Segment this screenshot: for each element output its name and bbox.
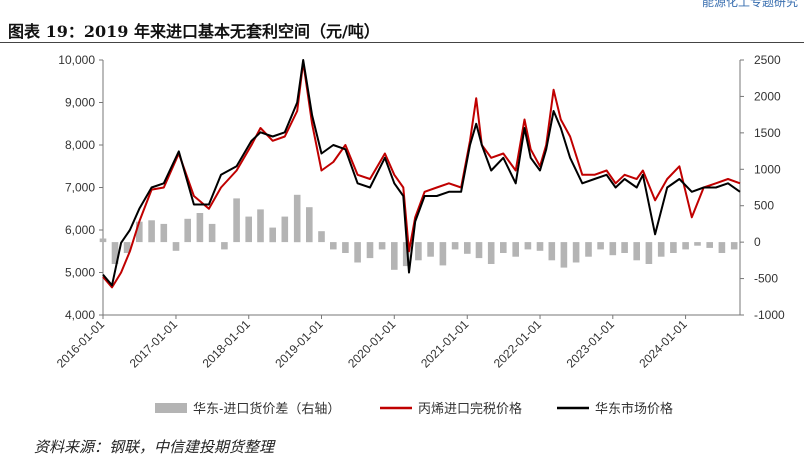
chart-title: 图表 19：2019 年来进口基本无套利空间（元/吨） — [8, 22, 380, 41]
spread-bar — [233, 198, 240, 243]
spread-bar — [196, 213, 204, 243]
x-tick-label: 2023-01-01 — [564, 317, 618, 371]
right-tick-label: -1000 — [754, 308, 785, 322]
left-axis: 4,000 5,000 6,000 7,000 8,000 9,000 10,000 — [58, 53, 103, 322]
title-rule — [0, 42, 804, 43]
spread-bar — [257, 209, 264, 243]
spread-bar — [123, 242, 131, 253]
spread-bar — [281, 216, 289, 243]
header-tag: 能源化工专题研究 — [701, 0, 798, 9]
spread-bar — [548, 242, 556, 261]
spread-bar — [718, 242, 726, 253]
spread-bar — [208, 223, 216, 243]
spread-bar — [621, 242, 628, 253]
right-axis: -1000 -500 0 500 1000 1500 2000 2500 — [740, 53, 785, 322]
legend-import-price-label: 丙烯进口完税价格 — [418, 401, 522, 416]
spread-bar — [560, 242, 568, 268]
spread-bar — [633, 242, 640, 261]
spread-bar — [512, 242, 519, 257]
right-tick-label: 0 — [754, 235, 761, 249]
spread-bar — [597, 242, 604, 250]
x-axis: 2016-01-01 2017-01-01 2018-01-01 2019-01-01… — [54, 315, 690, 371]
spread-bar — [245, 216, 252, 243]
x-tick-label: 2019-01-01 — [272, 317, 326, 371]
spread-bar — [402, 242, 410, 267]
spread-bar — [451, 242, 459, 250]
spread-bar — [487, 242, 495, 264]
spread-bar — [670, 242, 677, 253]
left-tick-label: 7,000 — [65, 181, 95, 195]
spread-bar — [160, 223, 168, 243]
source-note: 资料来源：钢联，中信建投期货整理 — [34, 438, 275, 456]
right-tick-label: 2000 — [754, 89, 781, 103]
import-price-line — [102, 61, 741, 289]
spread-bar — [682, 242, 689, 250]
legend: 华东-进口货价差（右轴） 丙烯进口完税价格 华东市场价格 — [155, 401, 673, 416]
spread-bar — [536, 242, 544, 251]
spread-bar — [342, 242, 349, 253]
spread-bar — [318, 231, 325, 243]
spread-bar — [706, 242, 713, 248]
spread-bar — [293, 194, 301, 243]
spread-bar — [391, 242, 398, 270]
x-tick-label: 2024-01-01 — [636, 317, 690, 371]
left-tick-label: 9,000 — [65, 96, 95, 110]
spread-bar — [330, 242, 337, 250]
x-tick-label: 2017-01-01 — [127, 317, 181, 371]
spread-bar — [439, 242, 447, 266]
spread-bar — [730, 242, 738, 250]
spread-bar — [475, 242, 483, 259]
spread-bar — [306, 207, 313, 243]
right-tick-label: 1000 — [754, 162, 781, 176]
spread-bar — [184, 218, 191, 243]
legend-spread-label: 华东-进口货价差（右轴） — [193, 401, 340, 416]
spread-bar — [221, 242, 228, 250]
spread-bar — [464, 242, 471, 254]
right-tick-label: -500 — [754, 272, 778, 286]
spread-bar — [524, 242, 532, 250]
spread-bar — [585, 242, 592, 257]
east-china-price-line — [102, 59, 741, 287]
spread-bar — [172, 242, 180, 251]
spread-bar — [657, 242, 665, 257]
left-tick-label: 8,000 — [65, 138, 95, 152]
left-tick-label: 4,000 — [65, 308, 95, 322]
legend-east-china-price-label: 华东市场价格 — [595, 401, 673, 416]
chart-frame — [102, 60, 741, 316]
spread-bar — [645, 242, 653, 264]
spread-bar — [136, 221, 143, 243]
spread-bar — [572, 242, 580, 263]
x-tick-label: 2020-01-01 — [345, 317, 399, 371]
spread-bar — [354, 242, 361, 263]
spread-bar — [609, 242, 617, 256]
spread-bar — [415, 242, 422, 261]
left-tick-label: 6,000 — [65, 223, 95, 237]
x-tick-label: 2022-01-01 — [491, 317, 545, 371]
spread-bar — [500, 242, 507, 253]
x-tick-label: 2018-01-01 — [200, 317, 254, 371]
legend-spread-swatch — [155, 403, 187, 413]
spread-bar — [148, 220, 155, 243]
right-tick-label: 2500 — [754, 53, 781, 67]
spread-bar — [427, 242, 434, 257]
left-tick-label: 10,000 — [58, 53, 95, 67]
right-tick-label: 500 — [754, 199, 774, 213]
spread-bar — [111, 242, 119, 264]
right-tick-label: 1500 — [754, 126, 781, 140]
spread-bar — [378, 242, 386, 250]
spread-bar — [269, 227, 276, 243]
chart: 4,000 5,000 6,000 7,000 8,000 9,000 10,000 -10… — [54, 53, 785, 416]
spread-bars — [99, 194, 738, 270]
spread-bar — [99, 238, 107, 243]
spread-bar — [366, 242, 374, 259]
left-tick-label: 5,000 — [65, 266, 95, 280]
x-tick-label: 2021-01-01 — [418, 317, 472, 371]
x-tick-label: 2016-01-01 — [54, 317, 108, 371]
spread-bar — [694, 242, 701, 246]
price-lines — [102, 59, 741, 289]
